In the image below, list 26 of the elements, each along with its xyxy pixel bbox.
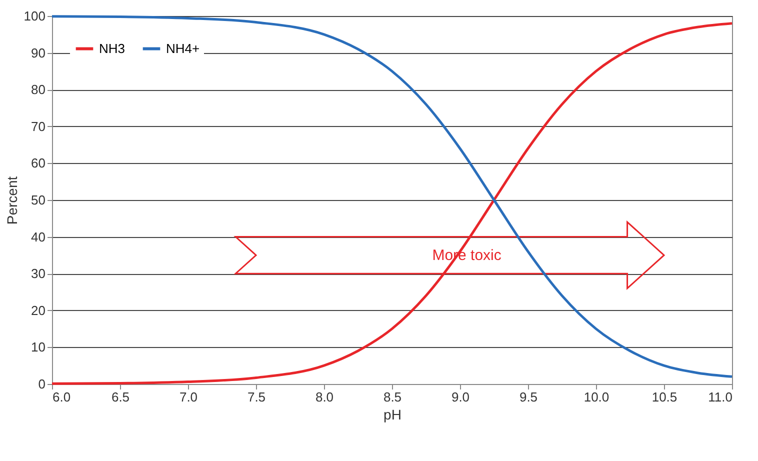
x-tick-label: 10.5 bbox=[652, 390, 678, 404]
y-tick-label: 30 bbox=[31, 266, 46, 282]
y-tick-label: 50 bbox=[31, 192, 46, 208]
x-axis-title: pH bbox=[384, 406, 402, 422]
y-tick-label: 40 bbox=[31, 229, 46, 244]
x-tick-label: 10.0 bbox=[584, 390, 610, 404]
y-tick-label: 80 bbox=[31, 82, 46, 98]
y-tick-label: 0 bbox=[38, 376, 46, 392]
x-tick-label: 7.5 bbox=[247, 390, 266, 404]
y-tick-label: 100 bbox=[24, 8, 46, 24]
x-tick-label: 8.0 bbox=[315, 390, 334, 404]
y-tick-label: 70 bbox=[31, 118, 46, 134]
y-tick-label: 90 bbox=[31, 45, 46, 60]
x-tick-label: 6.5 bbox=[111, 390, 130, 404]
legend-label: NH4+ bbox=[166, 40, 200, 56]
x-tick-label: 9.5 bbox=[519, 390, 538, 404]
y-tick-label: 20 bbox=[31, 302, 46, 318]
x-tick-label: 11.0 bbox=[708, 390, 732, 404]
x-tick-label: 7.0 bbox=[179, 390, 198, 404]
y-tick-label: 60 bbox=[31, 156, 46, 171]
legend-label: NH3 bbox=[99, 40, 126, 56]
x-tick-label: 6.0 bbox=[52, 390, 71, 404]
y-tick-label: 10 bbox=[31, 340, 46, 355]
y-axis-title: Percent bbox=[4, 176, 20, 225]
x-tick-label: 9.0 bbox=[451, 390, 470, 404]
x-tick-label: 8.5 bbox=[383, 390, 402, 404]
